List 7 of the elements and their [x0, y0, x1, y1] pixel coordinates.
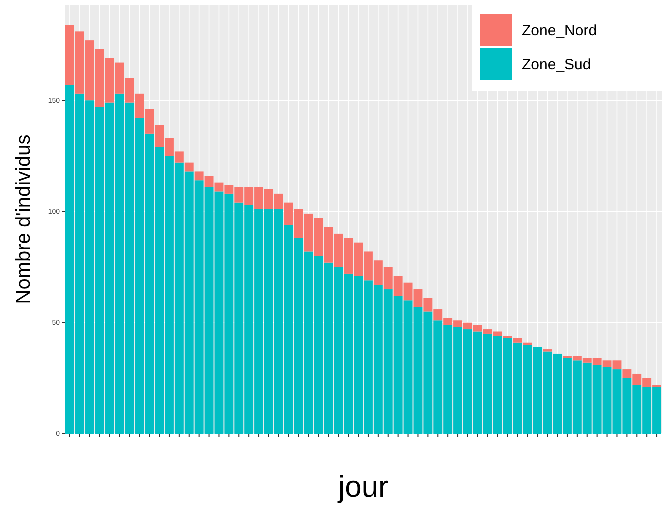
x-axis-title: jour [337, 471, 389, 504]
legend-label: Zone_Nord [522, 22, 598, 40]
legend-label: Zone_Sud [522, 56, 592, 74]
bar [523, 342, 532, 346]
y-axis-title: Nombre d'individus [13, 134, 35, 304]
bar [513, 338, 522, 343]
bar [184, 162, 194, 172]
